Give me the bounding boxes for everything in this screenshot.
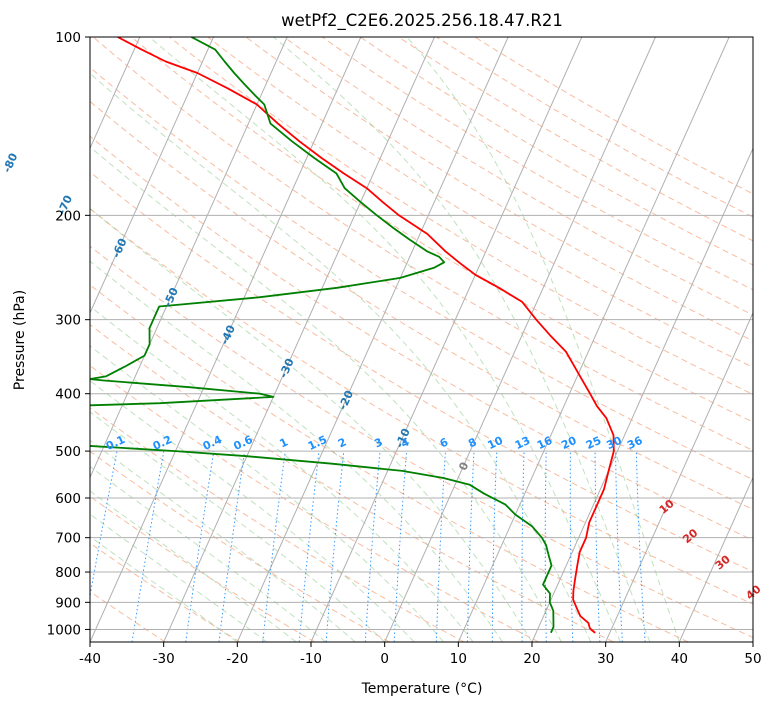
moist-adiabat [90,72,592,642]
chart-title: wetPf2_C2E6.2025.256.18.47.R21 [281,11,563,31]
x-axis-ticks: -40 -30 -20 -10 0 10 20 30 40 50 [79,642,762,667]
y-tick-label: 300 [55,313,81,329]
mixing-ratio-label: 30 [604,434,624,452]
profile-lines [90,37,615,634]
moist-adiabat [90,465,327,642]
dry-adiabat [90,365,540,642]
x-axis-label: Temperature (°C) [361,681,483,697]
isobar-grid [90,37,753,630]
dry-adiabat [90,66,753,481]
isotherm [90,37,141,150]
dry-adiabat [207,37,753,368]
isotherm [605,311,753,642]
dry-adiabat [90,590,166,642]
moist-adiabat [90,535,238,642]
isotherm [457,37,730,642]
isotherm [531,147,753,642]
isotherm [90,37,214,315]
background-lines [90,37,753,642]
dry-adiabat [90,450,390,642]
dry-adiabat [90,207,753,605]
x-tick-label: -30 [153,651,175,667]
mixing-ratio-line [325,451,345,642]
moist-adiabat [273,37,651,642]
y-tick-label: 1000 [47,622,81,638]
moist-adiabat [90,146,562,642]
y-axis-ticks: 100 200 300 400 500 600 700 800 900 1000 [47,30,90,638]
mixing-ratio-line [364,451,381,642]
mixing-ratio-line [218,451,246,642]
mixing-ratio-label: 13 [513,434,532,452]
y-tick-label: 600 [55,491,81,507]
dry-adiabat [90,100,753,511]
y-tick-label: 200 [55,208,81,224]
y-tick-label: 100 [55,30,81,46]
moist-adiabat [90,305,474,642]
mixing-ratio-label: 25 [584,434,603,452]
dry-adiabat [90,495,315,642]
mixing-ratio-label: 20 [559,434,579,452]
x-tick-label: 10 [450,651,467,667]
x-tick-label: 50 [744,651,761,667]
moist-adiabat [90,380,415,642]
plot-area [90,37,753,642]
mixing-ratio-line [298,451,320,642]
y-tick-label: 400 [55,387,81,403]
y-tick-label: 700 [55,531,81,547]
moist-adiabat [148,37,621,642]
x-tick-label: -40 [79,651,101,667]
dry-adiabat [169,37,753,395]
dry-adiabat [90,407,465,642]
dry-adiabat [321,37,753,291]
mixing-ratio-line [262,451,286,642]
moist-adiabat [90,490,297,642]
isotherm [90,37,362,642]
isotherm [678,476,753,642]
y-axis-label: Pressure (hPa) [12,290,28,390]
temperature-profile [117,37,615,634]
y-tick-label: 900 [55,595,81,611]
moist-adiabat [406,37,680,642]
moist-adiabat [90,207,533,642]
dry-adiabat [90,324,614,642]
mixing-ratio-label: 16 [535,434,555,452]
isotherm [384,37,656,642]
moist-adiabat [90,260,503,642]
isotherm [236,37,509,642]
x-tick-label: -10 [300,651,322,667]
isotherm [310,37,583,642]
x-tick-label: 20 [523,651,540,667]
y-tick-label: 500 [55,444,81,460]
mixing-ratio-label: 36 [625,434,645,452]
isotherm [163,37,435,642]
mixing-ratio-line [185,451,215,642]
x-tick-label: 30 [597,651,614,667]
moist-adiabat [90,345,444,642]
dry-adiabat [90,135,753,541]
y-tick-label: 800 [55,565,81,581]
dewpoint-profile [90,37,555,634]
moist-adiabat [90,513,268,642]
x-tick-label: 0 [380,651,389,667]
dry-adiabat [90,284,689,642]
plot-frame [89,36,754,643]
x-tick-label: 40 [671,651,688,667]
moist-adiabat [90,439,356,642]
isotherm [90,37,288,479]
mixing-ratio-label: 10 [486,434,506,452]
x-tick-label: -20 [226,651,248,667]
